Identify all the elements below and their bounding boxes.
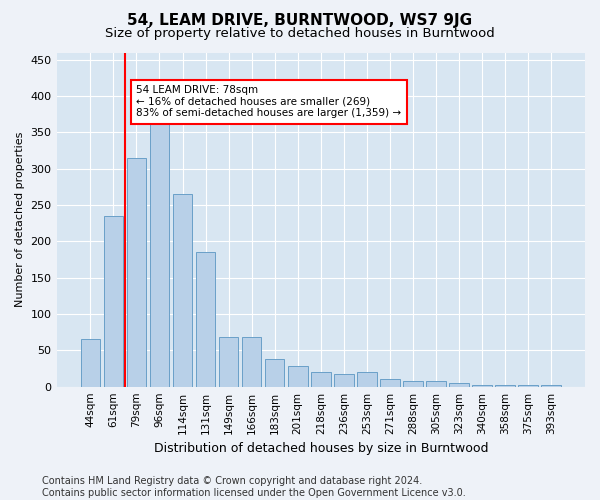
Bar	[104, 216, 123, 386]
Bar	[149, 118, 169, 386]
Bar	[357, 372, 377, 386]
Bar	[80, 340, 100, 386]
Bar	[288, 366, 308, 386]
Bar	[403, 381, 423, 386]
Bar	[242, 338, 262, 386]
Bar	[518, 385, 538, 386]
Y-axis label: Number of detached properties: Number of detached properties	[15, 132, 25, 308]
Bar	[173, 194, 193, 386]
Bar	[219, 338, 238, 386]
Bar	[541, 385, 561, 386]
Bar	[127, 158, 146, 386]
Bar	[334, 374, 353, 386]
Bar	[196, 252, 215, 386]
Bar	[496, 385, 515, 386]
Bar	[426, 381, 446, 386]
Text: 54 LEAM DRIVE: 78sqm
← 16% of detached houses are smaller (269)
83% of semi-deta: 54 LEAM DRIVE: 78sqm ← 16% of detached h…	[136, 85, 401, 118]
Text: 54, LEAM DRIVE, BURNTWOOD, WS7 9JG: 54, LEAM DRIVE, BURNTWOOD, WS7 9JG	[127, 12, 473, 28]
Text: Contains HM Land Registry data © Crown copyright and database right 2024.
Contai: Contains HM Land Registry data © Crown c…	[42, 476, 466, 498]
X-axis label: Distribution of detached houses by size in Burntwood: Distribution of detached houses by size …	[154, 442, 488, 455]
Text: Size of property relative to detached houses in Burntwood: Size of property relative to detached ho…	[105, 28, 495, 40]
Bar	[449, 383, 469, 386]
Bar	[380, 380, 400, 386]
Bar	[265, 359, 284, 386]
Bar	[472, 385, 492, 386]
Bar	[311, 372, 331, 386]
